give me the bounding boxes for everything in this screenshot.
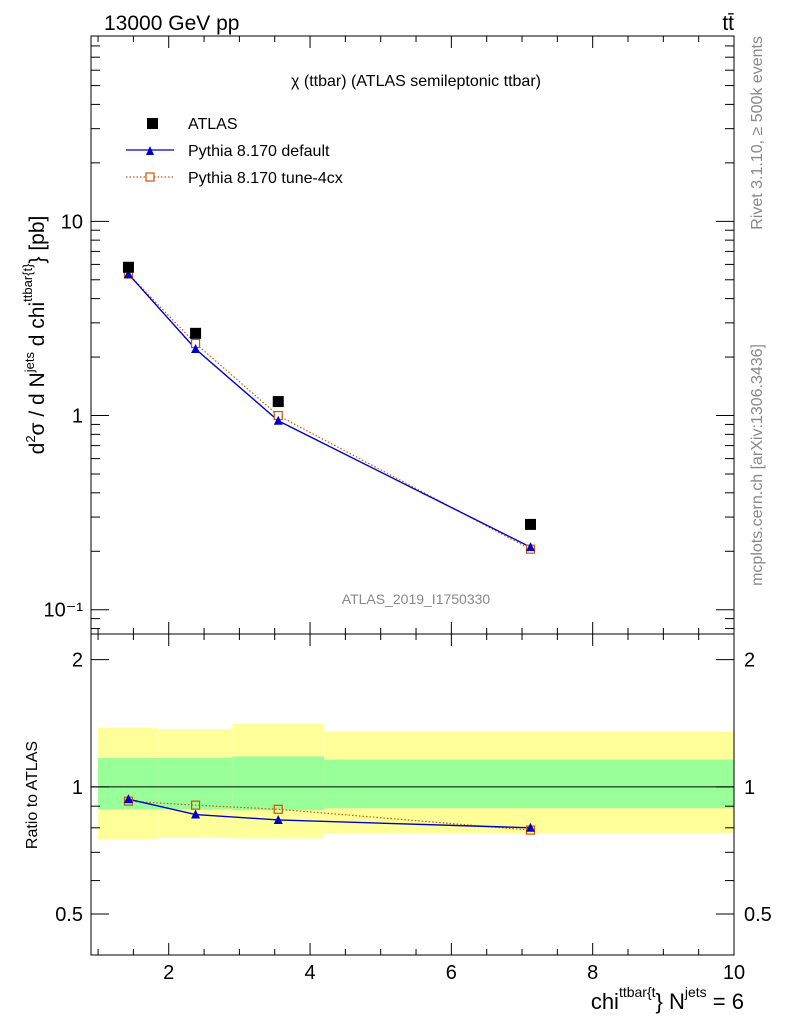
main-panel: 10⁻¹ 1 10 χ (ttbar) (ATLAS semileptonic tt… xyxy=(44,35,735,635)
ratio-y-tick-label: 0.5 xyxy=(55,904,83,926)
ratio-tune-4cx-line xyxy=(128,800,531,831)
svg-text:chittbar{t} Njets = 6: chittbar{t} Njets = 6 xyxy=(591,984,744,1014)
main-y-axis-label: d2σ / d Njets d chittbar{t}} [pb] xyxy=(20,216,49,455)
x-tick-label: 4 xyxy=(304,962,315,984)
energy-label: 13000 GeV pp xyxy=(104,12,239,35)
main-y-tick-label: 1 xyxy=(72,406,83,428)
rivet-version-label: Rivet 3.1.10, ≥ 500k events xyxy=(749,36,766,230)
ratio-band-green xyxy=(324,759,734,809)
legend-default-label: Pythia 8.170 default xyxy=(188,143,330,160)
legend-tune-label: Pythia 8.170 tune-4cx xyxy=(188,170,343,187)
atlas-point xyxy=(190,327,202,339)
ratio-y-tick-label: 2 xyxy=(72,650,83,672)
ratio-default-point xyxy=(123,794,133,804)
ratio-tune-4cx-point xyxy=(190,800,201,810)
x-tick-label: 6 xyxy=(446,962,457,984)
ratio-band-green xyxy=(232,756,325,811)
process-label: tt̄ xyxy=(722,12,734,35)
x-tick-label: 10 xyxy=(723,962,745,984)
x-axis-label: chittbar{t} Njets = 6 xyxy=(591,984,744,1014)
ratio-default-point xyxy=(273,814,283,824)
atlas-point xyxy=(525,518,537,530)
chart-title: χ (ttbar) (ATLAS semileptonic ttbar) xyxy=(291,73,541,90)
ratio-tune-4cx-point xyxy=(273,804,283,814)
ratio-y-tick-label-right: 1 xyxy=(744,777,755,799)
atlas-point xyxy=(272,396,284,408)
svg-text:d2σ / d Njets d chittbar{t}}: d2σ / d Njets d chittbar{t}} [pb] xyxy=(20,216,49,455)
default-point xyxy=(191,344,201,354)
legend-atlas-marker xyxy=(147,118,158,129)
default-point xyxy=(273,415,283,425)
main-y-tick-label: 10⁻¹ xyxy=(44,600,84,622)
ratio-y-tick-label-right: 2 xyxy=(744,650,755,672)
legend-atlas-label: ATLAS xyxy=(188,116,238,133)
ratio-default-point xyxy=(526,822,536,832)
legend-tune-marker xyxy=(145,172,155,182)
legend: ATLAS Pythia 8.170 default Pythia 8.170 … xyxy=(126,116,343,187)
ratio-y-tick-label: 1 xyxy=(72,777,83,799)
default-point xyxy=(123,269,133,279)
ratio-panel: 2 4 6 8 10 0.5 0.5 1 1 2 2 xyxy=(55,633,772,984)
ratio-default-point xyxy=(191,809,201,819)
atlas-point xyxy=(122,261,134,273)
ratio-frame xyxy=(90,633,735,956)
default-line xyxy=(127,273,531,548)
mcplots-label: mcplots.cern.ch [arXiv:1306.3436] xyxy=(749,344,766,586)
x-tick-label: 2 xyxy=(163,962,174,984)
ratio-y-axis-label: Ratio to ATLAS xyxy=(24,741,41,849)
legend-default-marker xyxy=(146,146,154,155)
ratio-default-line xyxy=(128,798,531,829)
tune-4cx-line xyxy=(128,273,531,550)
default-point xyxy=(526,542,536,552)
x-tick-label: 8 xyxy=(587,962,598,984)
ratio-y-tick-label-right: 0.5 xyxy=(744,904,772,926)
analysis-watermark: ATLAS_2019_I1750330 xyxy=(342,591,491,607)
main-y-tick-label: 10 xyxy=(61,211,83,233)
